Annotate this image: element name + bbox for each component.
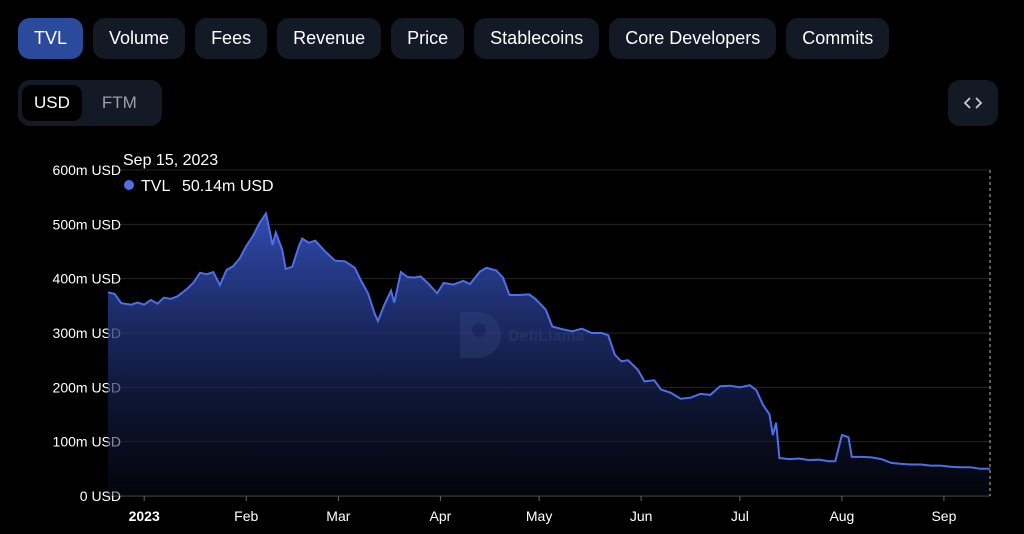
x-tick-label: Apr [429,508,451,524]
tab-fees[interactable]: Fees [195,18,268,59]
tab-revenue[interactable]: Revenue [277,18,382,59]
tooltip-series-name: TVL [141,178,170,195]
y-tick-label: 400m USD [53,271,121,287]
x-tick-label: Sep [931,508,956,524]
x-tick-label: 2023 [129,508,160,524]
tvl-area-fill [108,213,990,496]
y-tick-label: 100m USD [53,434,121,450]
tooltip-value: 50.14m USD [182,178,274,195]
tab-volume[interactable]: Volume [93,18,186,59]
x-tick-label: Jul [731,508,749,524]
x-tick-label: Mar [326,508,350,524]
x-tick-label: May [526,508,552,524]
tooltip-series-dot [124,180,134,190]
currency-toggle: USD FTM [18,80,162,126]
currency-option-usd[interactable]: USD [22,85,82,121]
y-tick-label: 600m USD [53,162,121,178]
tab-stablecoins[interactable]: Stablecoins [474,18,600,59]
embed-button[interactable] [948,80,998,126]
tvl-series-line [107,210,990,470]
y-tick-label: 300m USD [53,325,121,341]
x-tick-label: Feb [234,508,258,524]
code-brackets-icon [963,97,983,109]
tooltip-date: Sep 15, 2023 [123,152,218,169]
y-tick-label: 200m USD [53,379,121,395]
tab-commits[interactable]: Commits [786,18,890,59]
chart-tooltip: Sep 15, 2023 TVL 50.14m USD [123,152,274,195]
x-tick-label: Jun [630,508,653,524]
tab-core-developers[interactable]: Core Developers [609,18,777,59]
chart-tabs: TVL Volume Fees Revenue Price Stablecoins Core… [18,18,890,59]
y-tick-label: 500m USD [53,216,121,232]
tab-price[interactable]: Price [391,18,465,59]
tab-tvl[interactable]: TVL [18,18,84,59]
currency-option-ftm[interactable]: FTM [101,93,137,112]
x-tick-label: Aug [829,508,854,524]
